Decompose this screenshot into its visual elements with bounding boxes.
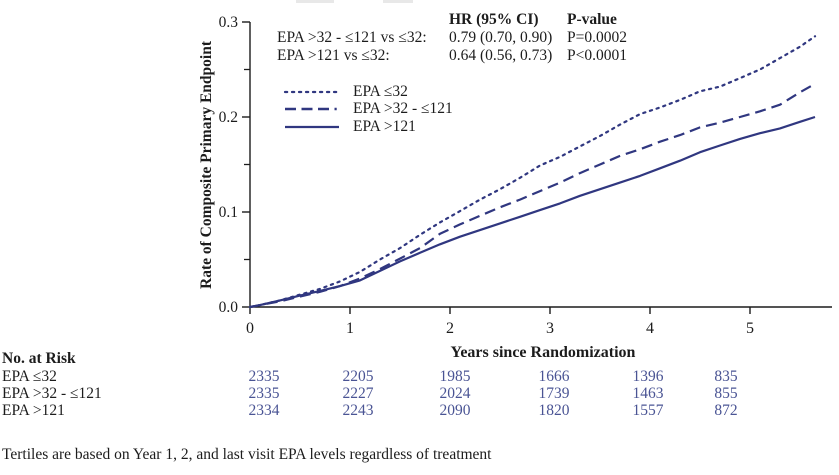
solid-line-sample-icon (285, 125, 339, 128)
y-axis-title: Rate of Composite Primary Endpoint (198, 41, 215, 289)
risk-row-label: EPA ≤32 (2, 368, 57, 385)
dashed-line-sample-icon (285, 108, 339, 111)
risk-count: 1396 (632, 368, 664, 385)
risk-count: 2334 (248, 402, 280, 419)
x-tick-label: 3 (546, 320, 554, 337)
risk-count: 855 (714, 385, 738, 402)
risk-count: 2335 (248, 385, 280, 402)
series-line-dotted (248, 35, 817, 309)
risk-count: 1557 (632, 402, 664, 419)
legend-item: EPA >121 (283, 118, 453, 136)
risk-count: 2335 (248, 368, 280, 385)
risk-count: 835 (714, 368, 738, 385)
dotted-line-sample-icon (283, 90, 341, 93)
y-tick-label: 0.1 (219, 204, 238, 221)
stats-row-pvalue: P<0.0001 (567, 47, 627, 64)
legend-item: EPA >32 - ≤121 (283, 100, 453, 119)
x-axis-title: Years since Randomization (450, 344, 636, 361)
y-tick-label: 0.2 (219, 109, 238, 126)
y-tick-label: 0.3 (219, 14, 239, 31)
legend-label: EPA ≤32 (353, 82, 408, 100)
cropped-title-artifact (383, 0, 413, 3)
series-line-solid (249, 115, 816, 309)
risk-table-title: No. at Risk (2, 350, 76, 367)
stats-row-label: EPA >121 vs ≤32: (277, 47, 390, 64)
legend: EPA ≤32 EPA >32 - ≤121 EPA >121 (283, 83, 453, 136)
risk-count: 2090 (439, 402, 471, 419)
x-tick-label: 0 (246, 320, 254, 337)
risk-row-label: EPA >121 (2, 402, 65, 419)
risk-count: 1820 (538, 402, 570, 419)
stats-spacer (277, 11, 449, 29)
risk-count: 2024 (439, 385, 471, 402)
stats-row-hr: 0.64 (0.56, 0.73) (449, 47, 553, 64)
pvalue-column-header: P-value (567, 11, 617, 28)
x-tick-label: 1 (346, 320, 354, 337)
legend-item: EPA ≤32 (283, 83, 453, 101)
km-plot-area: 0.0 0.1 0.2 0.3 0 1 2 3 4 5 (219, 14, 832, 337)
hr-column-header: HR (95% CI) (449, 11, 539, 28)
x-tick-label: 4 (646, 320, 654, 337)
stats-row-hr: 0.79 (0.70, 0.90) (449, 29, 553, 46)
stats-row-label: EPA >32 - ≤121 vs ≤32: (277, 29, 427, 46)
y-tick-label: 0.0 (219, 299, 239, 316)
risk-count: 2243 (342, 402, 374, 419)
footnote: Tertiles are based on Year 1, 2, and las… (2, 446, 492, 463)
risk-count: 872 (714, 402, 738, 419)
cropped-title-artifact (296, 0, 334, 3)
hr-stats-block: HR (95% CI) P-value EPA >32 - ≤121 vs ≤3… (277, 11, 659, 65)
risk-count: 2205 (342, 368, 374, 385)
risk-count: 1739 (538, 385, 570, 402)
risk-count: 1463 (632, 385, 664, 402)
x-tick-label: 5 (746, 320, 754, 337)
risk-count: 1666 (538, 368, 570, 385)
risk-count: 2227 (342, 385, 374, 402)
x-tick-label: 2 (446, 320, 454, 337)
risk-count: 1985 (439, 368, 471, 385)
legend-label: EPA >32 - ≤121 (353, 100, 453, 118)
risk-row-label: EPA >32 - ≤121 (2, 385, 102, 402)
stats-row-pvalue: P=0.0002 (567, 29, 627, 46)
legend-label: EPA >121 (353, 117, 416, 135)
